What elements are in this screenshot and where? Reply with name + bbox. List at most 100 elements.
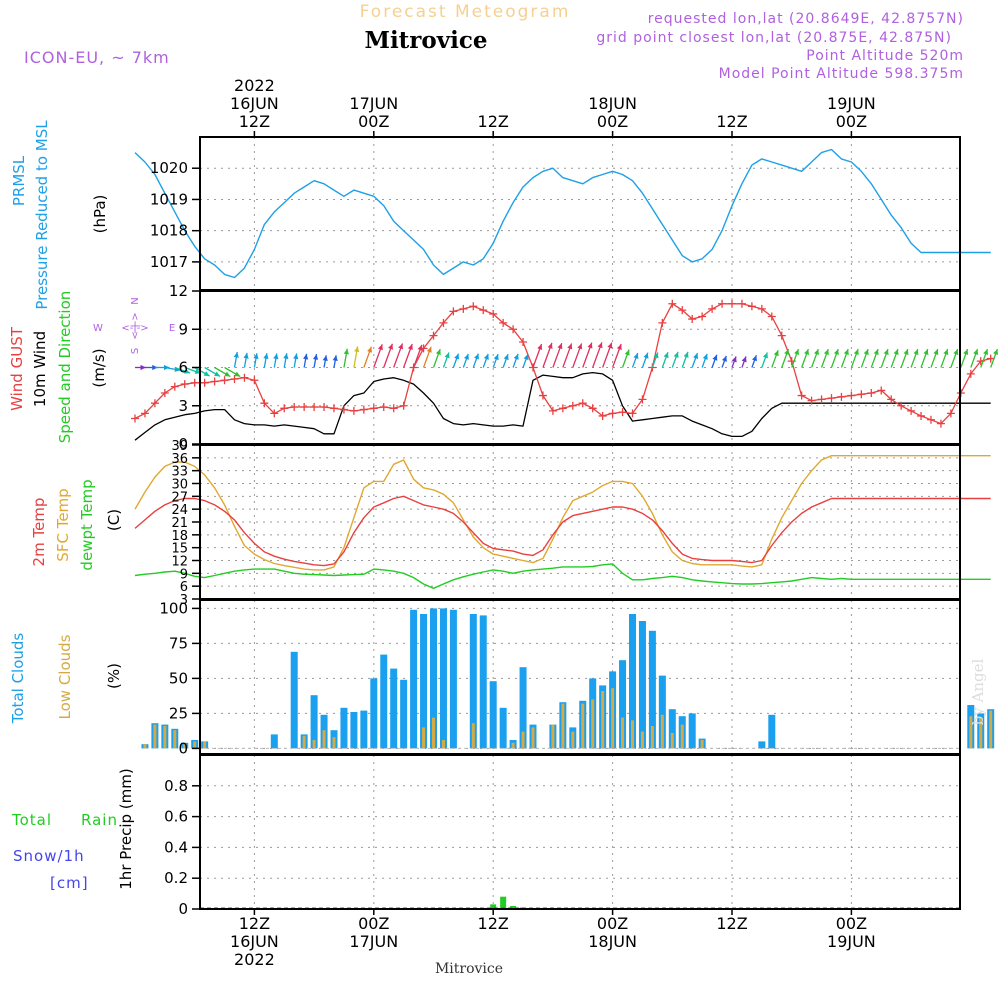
time-label: 18JUN	[588, 932, 637, 951]
wind-arrow-head	[763, 352, 768, 359]
wind-gust-marker	[897, 401, 906, 410]
cloud-total-bar	[410, 609, 418, 749]
cloud-total-bar	[489, 681, 497, 749]
wind-direction-arrow	[204, 366, 221, 377]
cloud-low-bar	[611, 688, 615, 749]
wind-gust-marker	[887, 395, 896, 404]
wind-gust-marker	[907, 406, 916, 415]
wind-direction-arrow	[422, 346, 432, 368]
time-label: 19JUN	[827, 932, 876, 951]
wind-direction-arrow	[830, 348, 839, 368]
temp-sfc-label: SFC Temp	[54, 488, 72, 561]
wind-10m-label: 10m Wind	[31, 331, 49, 407]
wind-direction-arrow	[303, 353, 309, 368]
wind-arrow-head	[843, 349, 849, 356]
wind-direction-arrow	[233, 351, 239, 368]
cloud-low-bar	[640, 731, 644, 749]
wind-gust-marker	[170, 382, 179, 391]
wind-arrow-head	[963, 349, 969, 356]
wind-arrow-head	[388, 343, 394, 350]
wind-arrow-head	[633, 353, 639, 359]
precip-rain-bar	[490, 904, 497, 909]
wind-gust-marker	[767, 312, 776, 321]
wind-direction-arrow	[592, 342, 603, 368]
wind-direction-arrow	[383, 343, 394, 368]
cloud-low-bar	[700, 740, 704, 749]
wind-direction-arrow	[582, 342, 593, 368]
cloud-total-bar	[360, 710, 368, 749]
cloud-total-bar	[658, 675, 666, 749]
wind-direction-arrow	[801, 348, 809, 368]
wind-gust-marker	[459, 304, 468, 313]
wind-direction-arrow	[552, 342, 563, 368]
wind-direction-arrow	[771, 349, 779, 368]
y-tick-label: 9	[180, 567, 188, 582]
wind-arrow-head	[983, 349, 989, 356]
wind-gust-marker	[966, 369, 975, 378]
cloud-total-bar	[638, 621, 646, 749]
wind-direction-arrow	[293, 353, 299, 368]
panel-frames	[199, 136, 961, 910]
wind-arrow-head	[557, 343, 563, 350]
data-marks	[131, 148, 999, 909]
wind-gust-marker	[827, 394, 836, 403]
cloud-total-bar	[499, 707, 507, 749]
time-label: 00Z	[358, 914, 389, 933]
wind-gust-marker	[588, 404, 597, 413]
wind-arrow-head	[721, 355, 727, 362]
wind-gust-marker	[618, 408, 627, 417]
time-label: 2022	[234, 76, 275, 95]
y-tick-label: 0.6	[164, 808, 188, 826]
wind-gust-marker	[688, 315, 697, 324]
y-tick-label: 100	[159, 599, 188, 617]
wind-arrow-head	[567, 343, 573, 350]
cloud-total-bar	[519, 667, 527, 749]
cloud-low-bar	[193, 741, 197, 749]
wind-direction-arrow	[870, 348, 879, 368]
cloud-total-bar	[668, 709, 676, 749]
wind-gust-marker	[260, 399, 269, 408]
wind-gust-marker	[250, 376, 259, 385]
wind-gust-marker	[519, 338, 528, 346]
cloud-total-bar	[449, 609, 457, 749]
wind-arrow-head	[731, 356, 737, 363]
wind-arrow-head	[293, 353, 299, 360]
wind-gust-marker	[946, 409, 955, 418]
cloud-total-bar	[420, 614, 428, 749]
wind-gust-marker	[628, 409, 637, 418]
wind-direction-arrow	[432, 348, 441, 368]
wind-direction-arrow	[403, 343, 413, 368]
compass-ns-glyph: <-|->	[130, 312, 141, 339]
wind-gust-marker	[310, 403, 319, 412]
wind-arrow-head	[683, 351, 689, 358]
wind-gust-marker	[489, 309, 498, 318]
wind-arrow-head	[377, 344, 383, 351]
wind-direction-arrow	[930, 348, 939, 368]
temp-unit: (C)	[105, 509, 123, 531]
wind-gust-marker	[867, 389, 876, 397]
wind-gust-marker	[658, 318, 667, 327]
cloud-low-bar	[531, 727, 535, 749]
wind-arrow-head	[893, 349, 899, 356]
cloud-low-bar	[511, 742, 515, 749]
pressure-line	[134, 148, 991, 279]
wind-arrow-head	[474, 353, 479, 360]
wind-arrow-head	[693, 353, 699, 359]
point-altitude: Point Altitude 520m	[806, 48, 964, 64]
cloud-low-bar	[571, 731, 575, 749]
y-tick-label: 12	[169, 282, 188, 300]
wind-arrow-head	[702, 353, 708, 360]
cloud-low-bar	[163, 726, 167, 749]
y-tick-label: 9	[178, 320, 188, 338]
precip-total-label: Total	[11, 811, 52, 829]
location-title: Mitrovice	[364, 27, 487, 54]
wind-direction-arrow	[353, 346, 360, 368]
wind-direction-arrow	[572, 343, 583, 368]
wind-direction-arrow	[960, 348, 969, 368]
wind-gust-marker	[389, 404, 398, 413]
wind-gust-marker	[270, 409, 279, 418]
wind-direction-arrow	[920, 348, 929, 368]
y-tick-label: 50	[169, 669, 188, 687]
wind-arrow-head	[993, 349, 999, 356]
wind-arrow-head	[483, 353, 489, 360]
